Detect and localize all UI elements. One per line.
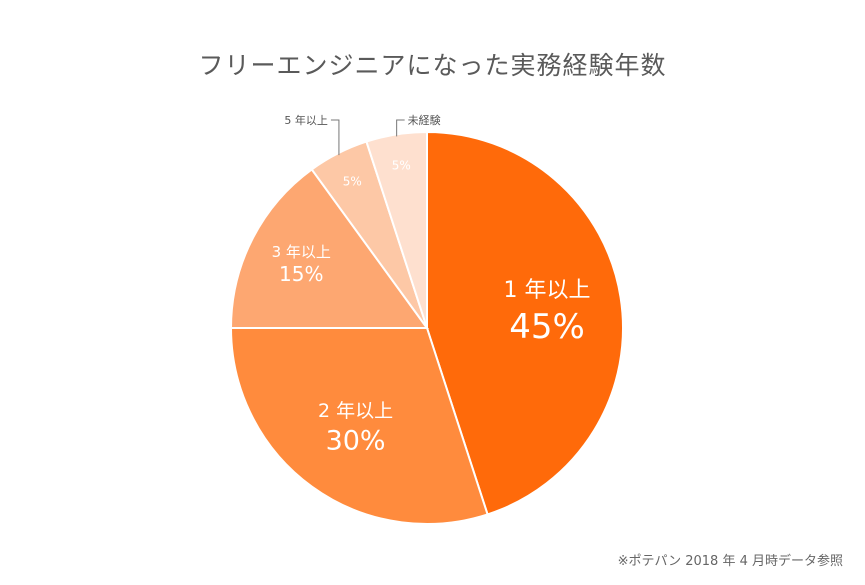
pie-slice	[426, 130, 624, 516]
slice-value-label: 5%	[392, 158, 411, 172]
slice-category-label: 1 年以上	[504, 278, 591, 303]
source-note: ※ポテパン 2018 年 4 月時データ参照	[617, 554, 843, 569]
slice-category-label: 未経験	[408, 113, 441, 127]
slice-value-label: 5%	[343, 174, 362, 188]
slice-value-label: 30%	[326, 425, 386, 456]
pie-slice	[229, 327, 489, 525]
pie-slices	[229, 130, 624, 525]
slice-value-label: 45%	[509, 307, 585, 347]
leader-line	[396, 119, 405, 137]
chart-title: フリーエンジニアになった実務経験年数	[198, 51, 667, 80]
slice-value-label: 15%	[279, 262, 323, 286]
pie-slice	[229, 168, 429, 329]
leader-line	[330, 119, 340, 156]
slice-category-label: 3 年以上	[272, 243, 331, 261]
slice-category-label: 2 年以上	[318, 400, 393, 422]
slice-category-label: 5 年以上	[284, 113, 328, 127]
